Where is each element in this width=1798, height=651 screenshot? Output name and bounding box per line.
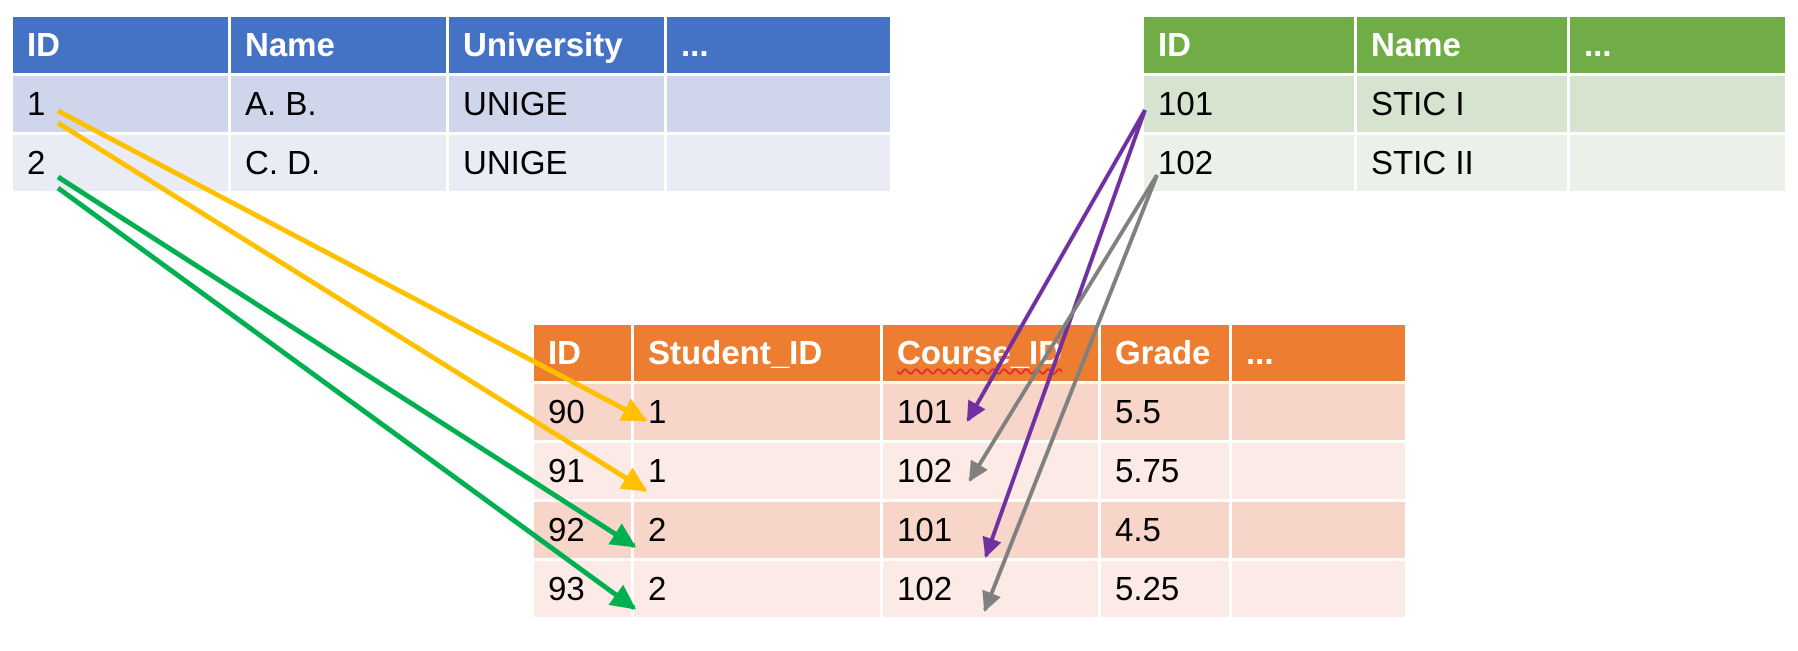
cell-student-more [664,132,893,194]
cell-enrollment-id: 92 [531,499,634,561]
table-row: 2 C. D. UNIGE [10,132,893,194]
table-header-row: ID Student_ID Course_ID Grade ... [531,322,1408,384]
cell-student-id: 2 [631,499,883,561]
cell-course-name: STIC I [1354,73,1570,135]
cell-more [1229,558,1408,620]
column-header-more: ... [1229,322,1408,384]
cell-student-id: 1 [631,381,883,443]
cell-student-name: C. D. [228,132,449,194]
cell-grade: 5.5 [1098,381,1232,443]
cell-course-name: STIC II [1354,132,1570,194]
table-row: 90 1 101 5.5 [531,381,1408,443]
column-header-student-id: Student_ID [631,322,883,384]
cell-more [1229,381,1408,443]
cell-enrollment-id: 93 [531,558,634,620]
cell-student-id: 1 [10,73,231,135]
cell-course-id: 102 [880,558,1101,620]
cell-grade: 5.75 [1098,440,1232,502]
table-row: 102 STIC II [1141,132,1788,194]
cell-course-id: 102 [880,440,1101,502]
column-header-more: ... [1567,14,1788,76]
enrollments-table: ID Student_ID Course_ID Grade ... 90 1 1… [531,322,1408,620]
courses-table: ID Name ... 101 STIC I 102 STIC II [1141,14,1788,194]
table-row: 93 2 102 5.25 [531,558,1408,620]
table-row: 101 STIC I [1141,73,1788,135]
table-header-row: ID Name University ... [10,14,893,76]
students-table: ID Name University ... 1 A. B. UNIGE 2 C… [10,14,893,194]
cell-course-id: 102 [1141,132,1357,194]
column-header-course-id: Course_ID [880,322,1101,384]
cell-more [1229,499,1408,561]
column-header-id: ID [1141,14,1357,76]
cell-enrollment-id: 91 [531,440,634,502]
cell-enrollment-id: 90 [531,381,634,443]
cell-student-id: 1 [631,440,883,502]
cell-course-id: 101 [880,381,1101,443]
cell-student-university: UNIGE [446,132,667,194]
table-row: 1 A. B. UNIGE [10,73,893,135]
cell-student-name: A. B. [228,73,449,135]
column-header-more: ... [664,14,893,76]
table-header-row: ID Name ... [1141,14,1788,76]
cell-student-id: 2 [10,132,231,194]
cell-course-more [1567,132,1788,194]
column-header-university: University [446,14,667,76]
cell-course-id: 101 [1141,73,1357,135]
cell-grade: 5.25 [1098,558,1232,620]
cell-student-more [664,73,893,135]
column-header-id: ID [531,322,634,384]
cell-more [1229,440,1408,502]
cell-student-id: 2 [631,558,883,620]
cell-grade: 4.5 [1098,499,1232,561]
table-row: 92 2 101 4.5 [531,499,1408,561]
cell-course-more [1567,73,1788,135]
column-header-name: Name [1354,14,1570,76]
column-header-id: ID [10,14,231,76]
cell-student-university: UNIGE [446,73,667,135]
spellcheck-text: Course_ID [897,334,1063,371]
column-header-name: Name [228,14,449,76]
cell-course-id: 101 [880,499,1101,561]
column-header-grade: Grade [1098,322,1232,384]
table-row: 91 1 102 5.75 [531,440,1408,502]
